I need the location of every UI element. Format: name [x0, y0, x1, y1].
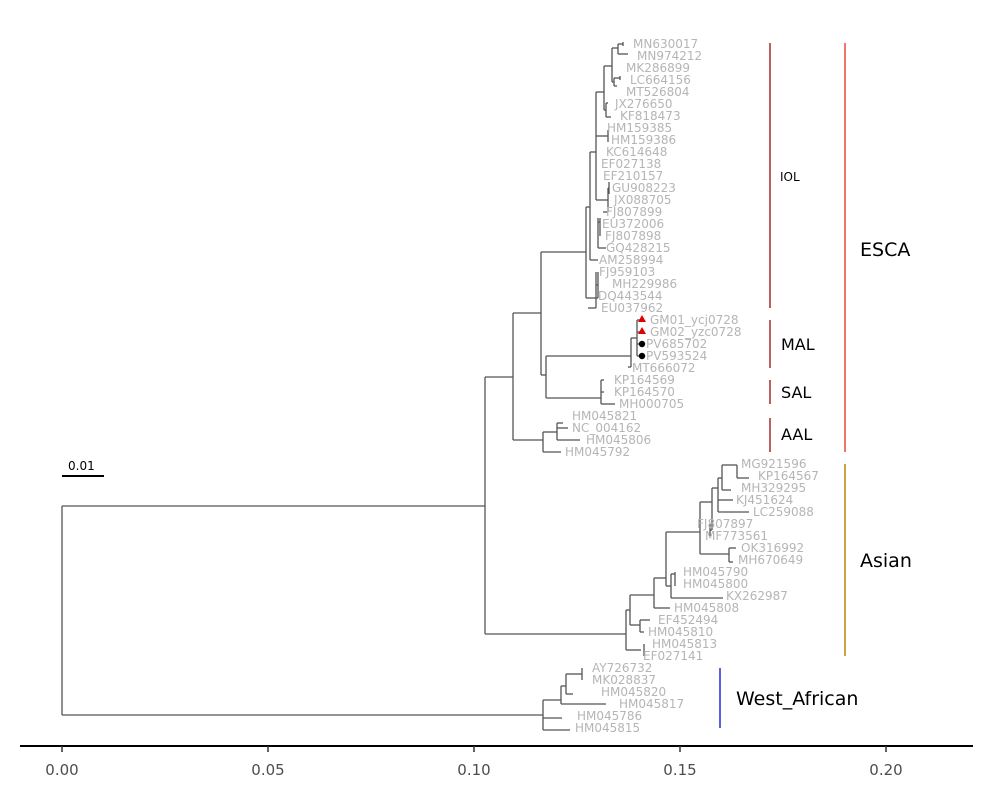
- tip-label: MH329295: [741, 481, 806, 495]
- tip-label: NC_004162: [572, 421, 641, 435]
- new-sample-triangle-marker: [638, 327, 646, 334]
- tip-label: HM045792: [565, 445, 630, 459]
- tip-label: GQ428215: [606, 241, 671, 255]
- tip-label: EF027138: [601, 157, 661, 171]
- tip-label: GM02_yzc0728: [650, 325, 741, 339]
- mal-clade-label: MAL: [781, 335, 815, 354]
- tip-label: HM159385: [607, 121, 672, 135]
- tip-label: MH229986: [612, 277, 677, 291]
- tip-label: FJ959103: [599, 265, 655, 279]
- tip-label: OK316992: [741, 541, 804, 555]
- tip-label: EU372006: [602, 217, 664, 231]
- tip-label: HM045820: [601, 685, 666, 699]
- tip-label: JX276650: [614, 97, 673, 111]
- tip-label: MH670649: [738, 553, 803, 567]
- tip-label: MK286899: [626, 61, 690, 75]
- tip-label: PV593524: [646, 349, 707, 363]
- tip-label: GM01_ycj0728: [650, 313, 739, 327]
- tip-label: KX262987: [726, 589, 788, 603]
- reference-circle-marker: [638, 352, 646, 360]
- tip-label: EF210157: [603, 169, 663, 183]
- iol-clade-label: IOL: [780, 170, 800, 184]
- tip-label: KJ451624: [736, 493, 793, 507]
- tip-label: HM045790: [683, 565, 748, 579]
- tip-label: HM045810: [648, 625, 713, 639]
- x-axis-tick-label: 0.20: [869, 761, 902, 779]
- tip-label: HM045808: [674, 601, 739, 615]
- x-axis-tick-label: 0.05: [251, 761, 284, 779]
- tip-label: MN630017: [633, 37, 698, 51]
- tip-label: HM045800: [683, 577, 748, 591]
- tip-label: HM045815: [575, 721, 640, 735]
- tip-label: KP164569: [614, 373, 675, 387]
- tip-label: KF818473: [620, 109, 681, 123]
- tip-label: HM159386: [611, 133, 676, 147]
- tip-label: FJ807898: [605, 229, 661, 243]
- west-african-clade-label: West_African: [736, 688, 858, 710]
- sal-clade-label: SAL: [781, 383, 811, 402]
- tip-label: HM045806: [586, 433, 651, 447]
- tip-label: LC664156: [630, 73, 691, 87]
- tip-label: HM045813: [652, 637, 717, 651]
- tip-label: GU908223: [612, 181, 676, 195]
- asian-clade-label: Asian: [860, 550, 912, 572]
- tip-label: EU037962: [601, 301, 663, 315]
- tip-label: FJ807897: [697, 517, 753, 531]
- tip-label: KC614648: [606, 145, 667, 159]
- esca-clade-label: ESCA: [860, 239, 910, 261]
- tip-markers: [638, 315, 646, 360]
- x-axis: 0.00 0.05 0.10 0.15 0.20: [20, 745, 973, 779]
- tip-label: KP164567: [758, 469, 819, 483]
- tip-label: MK028837: [592, 673, 656, 687]
- tip-label: MN974212: [637, 49, 702, 63]
- tip-label: PV685702: [646, 337, 707, 351]
- scale-bar-label: 0.01: [68, 459, 95, 473]
- tip-label: HM045821: [572, 409, 637, 423]
- clade-labels: IOL MAL SAL AAL ESCA Asian West_African: [736, 170, 912, 710]
- scale-bar: 0.01: [62, 459, 104, 477]
- tip-label: LC259088: [753, 505, 814, 519]
- tip-label: HM045786: [577, 709, 642, 723]
- new-sample-triangle-marker: [638, 315, 646, 322]
- tip-label: HM045817: [619, 697, 684, 711]
- tip-label: MT666072: [632, 361, 696, 375]
- x-axis-tick-label: 0.10: [457, 761, 490, 779]
- tip-label: MF773561: [705, 529, 768, 543]
- tip-label: MT526804: [626, 85, 690, 99]
- tip-label: EF452494: [658, 613, 718, 627]
- tree-branches: [61, 42, 749, 731]
- tip-labels: MN630017 MN974212 MK286899 LC664156 MT52…: [565, 37, 819, 735]
- tip-label: EF027141: [643, 649, 703, 663]
- reference-circle-marker: [638, 340, 646, 348]
- tip-label: MH000705: [619, 397, 684, 411]
- clade-bars: [719, 43, 846, 728]
- tip-label: AY726732: [592, 661, 652, 675]
- aal-clade-label: AAL: [781, 425, 812, 444]
- tip-label: FJ807899: [606, 205, 662, 219]
- tip-label: DQ443544: [598, 289, 663, 303]
- tip-label: JX088705: [613, 193, 672, 207]
- x-axis-tick-label: 0.00: [45, 761, 78, 779]
- tip-label: MG921596: [741, 457, 806, 471]
- tip-label: AM258994: [599, 253, 663, 267]
- x-axis-tick-label: 0.15: [663, 761, 696, 779]
- tip-label: KP164570: [614, 385, 675, 399]
